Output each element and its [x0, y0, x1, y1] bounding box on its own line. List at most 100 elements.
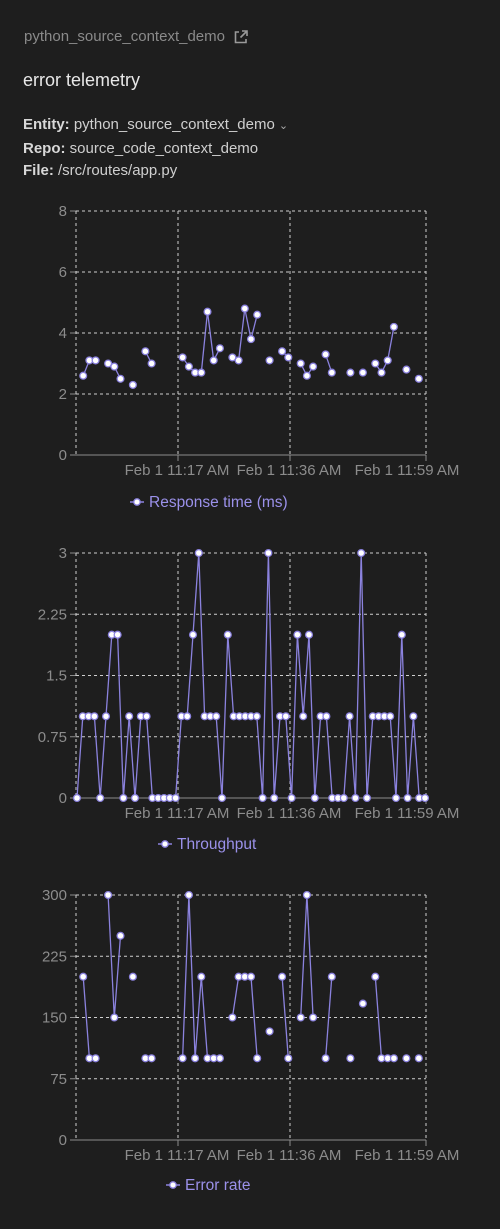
data-point	[171, 793, 180, 803]
data-point	[79, 371, 88, 380]
data-point	[345, 712, 354, 721]
data-point	[327, 972, 336, 981]
legend-label[interactable]: Throughput	[177, 836, 257, 853]
data-point	[194, 548, 203, 558]
x-tick-label: Feb 1 11:36 AM	[237, 805, 342, 822]
data-point	[371, 972, 380, 981]
legend-label[interactable]: Error rate	[185, 1177, 250, 1194]
series-line	[324, 976, 333, 1059]
data-point	[91, 356, 100, 365]
entity-value[interactable]: python_source_context_demo	[73, 116, 275, 133]
entity-row: Entity: python_source_context_demo ⌄	[23, 114, 288, 138]
repo-row: Repo: source_code_context_demo	[23, 138, 288, 161]
data-point	[383, 356, 392, 365]
file-value: /src/routes/app.py	[58, 162, 178, 179]
data-point	[142, 712, 151, 721]
data-point	[188, 630, 198, 639]
legend-marker-icon	[169, 1181, 177, 1189]
data-point	[322, 712, 331, 721]
external-link-icon[interactable]	[233, 29, 249, 45]
y-tick-label: 0	[59, 447, 67, 464]
data-point	[264, 548, 273, 558]
data-point	[409, 712, 418, 721]
data-point	[90, 712, 99, 721]
entity-selector[interactable]: python_source_context_demo ⌄	[74, 116, 288, 133]
y-tick-label: 0.75	[38, 729, 67, 746]
x-tick-label: Feb 1 11:59 AM	[355, 805, 460, 822]
data-point	[377, 368, 386, 377]
data-point	[147, 1054, 156, 1063]
data-point	[351, 793, 360, 803]
data-point	[110, 362, 119, 371]
data-point	[197, 972, 206, 981]
legend[interactable]: Error rate	[166, 1177, 250, 1194]
data-point	[72, 793, 82, 803]
data-point	[252, 712, 261, 721]
data-point	[130, 793, 140, 803]
data-point	[362, 793, 372, 803]
legend-label[interactable]: Response time (ms)	[149, 494, 288, 511]
data-point	[397, 630, 406, 639]
data-point	[178, 1054, 187, 1063]
y-tick-label: 0	[59, 790, 67, 807]
data-point	[128, 380, 137, 389]
data-point	[191, 1054, 200, 1063]
data-point	[299, 712, 308, 721]
data-point	[403, 793, 412, 803]
data-point	[228, 1013, 237, 1022]
data-point	[278, 972, 287, 981]
data-point	[414, 1054, 423, 1063]
data-point	[147, 359, 156, 368]
data-point	[287, 793, 296, 803]
entity-label: Entity:	[23, 116, 70, 133]
series-line	[232, 308, 258, 362]
data-point	[302, 371, 311, 380]
data-point	[223, 630, 232, 639]
data-point	[420, 793, 430, 803]
data-point	[310, 793, 319, 803]
data-point	[293, 630, 302, 639]
data-point	[217, 793, 227, 803]
breadcrumb-link[interactable]: python_source_context_demo	[24, 28, 225, 45]
file-row: File: /src/routes/app.py	[23, 160, 288, 183]
error-rate-chart: 0 75 150 225 300 Feb 1 11:17 AM Feb 1 11:36 AM…	[42, 887, 460, 1194]
data-point	[304, 630, 314, 639]
data-point	[389, 1054, 398, 1063]
data-point	[104, 359, 113, 368]
repo-value: source_code_context_demo	[69, 139, 259, 157]
data-point	[240, 304, 249, 313]
legend[interactable]: Throughput	[158, 836, 257, 853]
data-point	[281, 712, 290, 721]
data-point	[91, 1054, 100, 1063]
data-point	[270, 793, 279, 803]
data-point	[228, 353, 237, 362]
y-tick-label: 4	[59, 325, 67, 342]
legend[interactable]: Response time (ms)	[130, 494, 288, 511]
y-tick-label: 225	[42, 948, 67, 965]
breadcrumb[interactable]: python_source_context_demo	[24, 28, 249, 45]
y-tick-label: 150	[42, 1010, 67, 1027]
data-point	[346, 1054, 355, 1063]
data-point	[358, 999, 367, 1008]
data-point	[258, 793, 267, 803]
data-point	[104, 890, 113, 900]
data-point	[389, 322, 398, 331]
data-point	[278, 347, 287, 356]
data-point	[101, 712, 111, 721]
y-tick-label: 2.25	[38, 606, 67, 623]
data-point	[309, 1013, 318, 1022]
data-point	[284, 1054, 293, 1063]
data-point	[246, 972, 256, 981]
data-point	[116, 374, 125, 383]
series-line	[281, 976, 289, 1059]
data-point	[113, 630, 122, 639]
data-point	[141, 347, 150, 356]
legend-marker-icon	[161, 840, 169, 848]
data-point	[284, 353, 293, 362]
x-tick-label: Feb 1 11:36 AM	[237, 1147, 342, 1164]
series-line	[374, 326, 395, 374]
chevron-down-icon[interactable]: ⌄	[278, 120, 289, 132]
y-tick-label: 1.5	[46, 668, 67, 685]
legend-marker-icon	[133, 498, 141, 506]
x-tick-label: Feb 1 11:59 AM	[355, 1147, 460, 1164]
